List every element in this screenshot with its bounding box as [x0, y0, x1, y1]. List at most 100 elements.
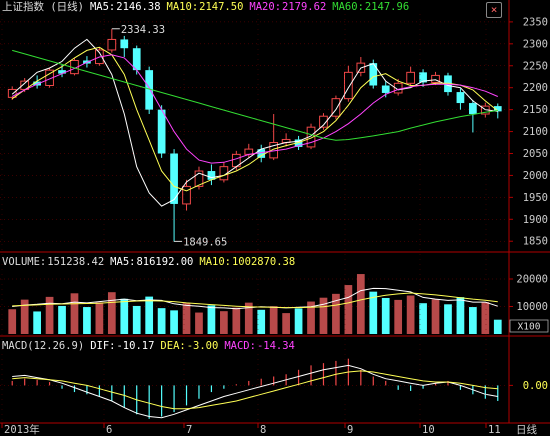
candle-body	[319, 115, 328, 128]
volume-bar	[356, 274, 365, 334]
volume-unit-box	[509, 319, 549, 333]
volume-bar	[344, 285, 353, 334]
volume-bar	[332, 293, 340, 334]
x-axis-label: 9	[347, 424, 353, 436]
ma20-label: MA20:	[249, 1, 282, 13]
candle-body	[406, 71, 415, 84]
volume-unit-label: X100	[518, 322, 541, 333]
candle-body	[145, 70, 154, 110]
price-tick-label: 2350	[523, 16, 548, 28]
price-tick-label: 2200	[523, 82, 548, 94]
volume-bar	[257, 309, 266, 334]
dea-line	[12, 370, 498, 410]
dea-label: DEA:	[160, 340, 186, 352]
candle-body	[182, 185, 191, 205]
candle-body	[257, 149, 266, 158]
low-marker-label: 1849.65	[183, 236, 227, 248]
volume-bar	[481, 302, 490, 334]
volume-bar	[244, 302, 253, 334]
price-tick-label: 2050	[523, 148, 548, 160]
volume-bar	[282, 313, 290, 334]
ma10-label: MA10:	[166, 1, 199, 13]
price-tick-label: 2100	[523, 126, 548, 138]
candle-body	[207, 171, 216, 180]
candle-body	[344, 71, 353, 100]
candle-body	[157, 109, 166, 154]
price-tick-label: 2300	[523, 38, 548, 50]
ma5-value: 2146.38	[116, 1, 161, 13]
candle-body	[469, 103, 477, 115]
x-axis-label: 6	[106, 424, 112, 436]
volume-bar	[20, 299, 29, 334]
period-label: 日线	[516, 423, 537, 436]
volume-bar	[232, 307, 241, 334]
candle-body	[381, 85, 390, 93]
price-header: 上证指数 (日线) MA5:2146.38 MA10:2147.50 MA20:217…	[2, 0, 415, 14]
vol-ma5-value: 816192.00	[136, 256, 194, 268]
volume-bar	[182, 303, 191, 334]
price-tick-label: 2150	[523, 104, 548, 116]
macd-bars	[11, 358, 499, 419]
ma-line-ma20	[11, 54, 498, 164]
ma10-value: 2147.50	[199, 1, 244, 13]
dea-value: -3.00	[186, 340, 219, 352]
ma5-label: MA5:	[89, 1, 116, 13]
candle-body	[331, 98, 341, 117]
price-tick-label: 2000	[523, 170, 548, 182]
volume-bar	[132, 305, 141, 334]
volume-bar	[220, 311, 228, 334]
volume-bar	[170, 310, 178, 334]
candle-body	[58, 70, 66, 74]
x-axis-label: 10	[422, 424, 435, 436]
candle-body	[294, 139, 303, 147]
volume-bars	[8, 274, 502, 334]
price-tick-label: 1900	[523, 214, 548, 226]
x-axis-label: 7	[186, 424, 192, 436]
volume-bar	[381, 297, 390, 334]
price-tick-label: 2250	[523, 60, 548, 72]
volume-bar	[307, 301, 315, 334]
volume-bar	[95, 302, 104, 334]
volume-bar	[120, 298, 129, 334]
candle-body	[170, 153, 178, 204]
volume-bar	[58, 305, 66, 334]
ma60-value: 2147.96	[364, 1, 410, 13]
x-axis-label: 11	[488, 424, 501, 436]
candle-body	[107, 38, 117, 51]
candle-body	[493, 106, 502, 112]
volume-bar	[406, 295, 415, 334]
ma60-label: MA60:	[332, 1, 364, 13]
macd-tick-label: 0.00	[523, 380, 548, 392]
volume-ma10-line	[12, 292, 498, 309]
ma20-value: 2179.62	[282, 1, 327, 13]
volume-bar	[456, 297, 465, 334]
price-tick-label: 1950	[523, 192, 548, 204]
vol-ma10-value: 1002870.38	[231, 256, 296, 268]
volume-label: VOLUME:	[2, 256, 47, 268]
ma-line-ma60	[12, 49, 498, 141]
volume-bar	[83, 307, 91, 334]
volume-bar	[70, 293, 79, 334]
dif-value: -10.17	[116, 340, 155, 352]
volume-bar	[294, 308, 303, 334]
macd-header: MACD(12.26.9) DIF:-10.17 DEA:-3.00 MACD:-14…	[2, 339, 301, 353]
close-icon[interactable]: ×	[486, 2, 502, 18]
candles	[7, 28, 502, 242]
candle-body	[419, 72, 427, 83]
volume-bar	[469, 307, 477, 334]
candle-body	[33, 81, 41, 86]
x-axis-label: 2013年	[4, 423, 40, 436]
volume-bar	[444, 304, 452, 334]
volume-bar	[45, 296, 54, 334]
volume-bar	[145, 296, 154, 334]
vol-ma5-label: MA5:	[110, 256, 136, 268]
price-title: 上证指数 (日线)	[2, 1, 84, 13]
volume-bar	[269, 306, 278, 334]
volume-bar	[33, 311, 41, 334]
dif-label: DIF:	[90, 340, 116, 352]
macd-label: MACD:	[224, 340, 256, 352]
volume-value: 151238.42	[47, 256, 105, 268]
panel-frames	[0, 0, 550, 424]
